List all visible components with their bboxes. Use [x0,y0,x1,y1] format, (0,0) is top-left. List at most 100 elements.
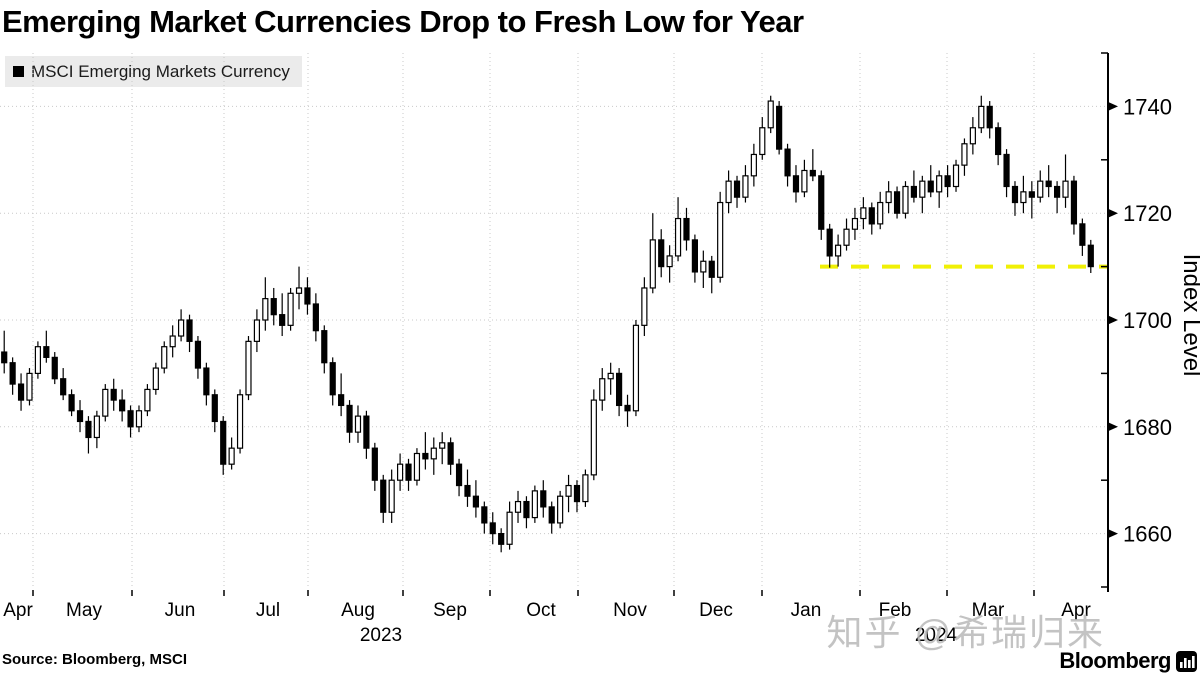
candle [784,143,791,187]
bloomberg-wordmark: Bloomberg [1059,648,1171,673]
candle [902,181,909,219]
candle [607,362,614,395]
candle [102,384,109,422]
candle [270,287,277,326]
candle [809,149,816,182]
candle [927,165,934,198]
legend-swatch-icon [13,66,24,77]
candle [523,496,530,529]
candle [9,357,16,395]
month-label: May [66,600,102,621]
candle [641,277,648,337]
candle [481,501,488,534]
candle [986,101,993,139]
candle [649,213,656,294]
candle [658,229,665,278]
candle [430,437,437,475]
candle [1079,218,1086,256]
candle [68,389,75,417]
candle [43,330,50,363]
candle [893,186,901,219]
x-axis-labels: Apr May Jun Jul Aug Sep Oct Nov Dec Jan Feb Mar Apr 2… [3,600,1091,646]
candle [203,362,210,406]
candle [708,255,715,294]
candle [691,234,699,283]
candle [472,480,480,518]
candle [1053,181,1061,214]
candle [135,405,143,433]
candle [877,191,884,230]
candle [119,389,126,422]
candle [961,138,968,176]
candle [262,277,269,331]
candle [1062,154,1069,208]
candle [413,448,421,486]
value-gridlines [0,105,1108,535]
candle [169,325,176,358]
candle [615,368,623,417]
candle [573,480,581,513]
legend: MSCI Emerging Markets Currency [5,56,302,87]
candle [51,352,58,385]
candle [26,368,33,406]
candle [717,191,724,283]
y-axis-tick-label: 1700 [1123,308,1172,333]
candle [76,400,84,433]
candle [759,117,766,160]
candle [1028,181,1035,219]
candle [312,293,319,342]
candle [405,458,412,491]
bloomberg-chart-icon [1176,650,1197,672]
candle [439,432,446,465]
candle [843,218,850,251]
candle [868,202,875,235]
source-attribution: Source: Bloomberg, MSCI [2,651,188,668]
candle [388,469,395,523]
candle [826,223,833,268]
y-axis-title: Index Level [1178,254,1200,377]
candle [93,410,100,449]
candle [186,314,193,353]
month-label: Apr [1061,600,1091,621]
candle [936,170,943,208]
candle [1045,165,1052,198]
candle [995,122,1002,166]
candle [1,330,8,374]
candle [851,207,859,240]
candle [279,293,286,337]
candle [531,485,538,523]
candle [17,373,25,411]
candle [506,501,513,550]
month-label: Jul [256,600,280,621]
candle [287,287,294,331]
candle [455,458,463,497]
month-label: Jun [165,600,196,621]
candle [885,181,892,214]
candle [489,512,496,545]
y-axis-tick-label: 1660 [1123,522,1172,547]
candle [978,95,985,134]
candle [565,474,572,513]
candle [346,400,353,443]
candle [834,234,842,267]
candle [144,384,151,417]
y-major-tick [1108,315,1118,325]
candle [321,325,328,374]
candle [725,170,732,214]
y-major-tick [1108,529,1118,539]
candle [60,368,67,401]
candle [1037,170,1044,203]
candle [742,165,749,203]
candle [700,250,707,288]
candle [767,95,774,134]
candle [110,378,117,411]
candle [599,368,606,411]
candle [152,362,159,395]
candle [396,453,404,491]
candle [969,117,976,155]
candle [194,336,202,379]
month-label: Feb [879,600,912,621]
candle [860,197,867,230]
y-major-tick [1108,422,1118,432]
candle [177,309,185,342]
